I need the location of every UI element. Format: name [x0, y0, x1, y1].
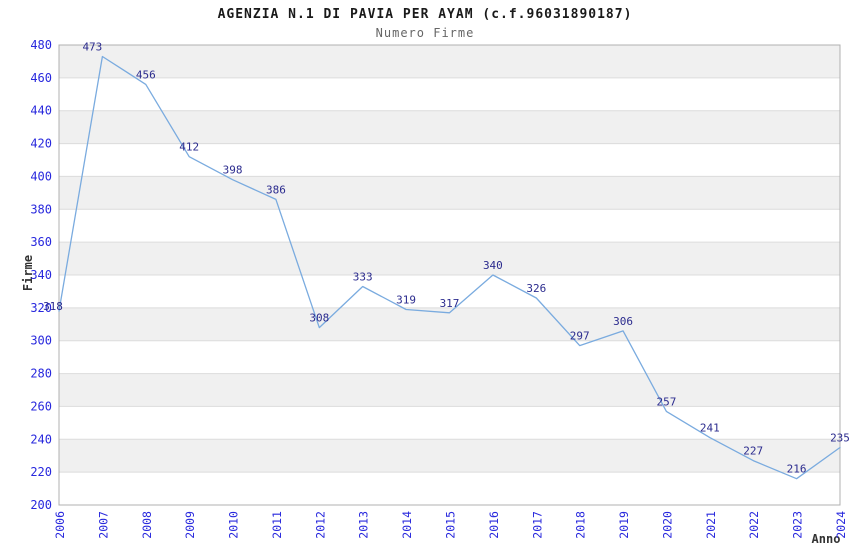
data-point-label: 241	[700, 422, 720, 435]
y-tick-label: 380	[30, 202, 52, 216]
x-tick-label: 2014	[400, 511, 414, 539]
y-tick-label: 440	[30, 104, 52, 118]
y-tick-label: 240	[30, 432, 52, 446]
x-tick-label: 2009	[183, 511, 197, 539]
chart-subtitle: Numero Firme	[375, 26, 475, 40]
data-point-label: 473	[82, 41, 102, 54]
y-tick-label: 300	[30, 334, 52, 348]
x-tick-label: 2008	[140, 511, 154, 539]
data-point-label: 398	[223, 164, 243, 177]
data-point-label: 340	[483, 259, 503, 272]
x-tick-label: 2023	[791, 511, 805, 539]
y-tick-label: 400	[30, 169, 52, 183]
x-tick-label: 2016	[487, 511, 501, 539]
x-tick-label: 2019	[617, 511, 631, 539]
plot-border	[58, 44, 841, 506]
x-axis-title: Anno	[811, 532, 841, 546]
data-point-label: 308	[309, 312, 329, 325]
y-tick-label: 420	[30, 137, 52, 151]
x-tick-label: 2010	[227, 511, 241, 539]
x-tick-label: 2006	[53, 511, 67, 539]
data-point-label: 386	[266, 183, 286, 196]
x-tick-label: 2024	[834, 511, 848, 539]
series-line	[58, 55, 841, 480]
y-tick-label: 320	[30, 301, 52, 315]
x-tick-label: 2007	[96, 511, 110, 539]
data-point-label: 257	[657, 395, 677, 408]
y-tick-label: 200	[30, 498, 52, 512]
x-tick-label: 2012	[313, 511, 327, 539]
x-axis-ticks: 2006 2007 2008 2009 2010 2011 2012 2013 2014 2015…	[53, 511, 848, 539]
data-point-label: 318	[43, 300, 63, 313]
x-tick-label: 2020	[660, 511, 674, 539]
gridlines	[59, 77, 840, 473]
y-tick-label: 480	[30, 38, 52, 52]
x-tick-label: 2021	[704, 511, 718, 539]
x-tick-label: 2013	[357, 511, 371, 539]
data-point-label: 333	[353, 271, 373, 284]
data-point-label: 326	[526, 282, 546, 295]
data-point-label: 297	[570, 330, 590, 343]
data-point-label: 412	[179, 141, 199, 154]
y-tick-label: 360	[30, 235, 52, 249]
x-tick-label: 2017	[530, 511, 544, 539]
y-tick-label: 220	[30, 465, 52, 479]
data-point-label: 235	[830, 432, 850, 445]
y-tick-label: 260	[30, 399, 52, 413]
data-point-label: 227	[743, 445, 763, 458]
x-tick-label: 2011	[270, 511, 284, 539]
x-tick-label: 2022	[747, 511, 761, 539]
y-tick-label: 460	[30, 71, 52, 85]
y-tick-label: 280	[30, 367, 52, 381]
data-labels: 318 473 456 412 398 386 308 333 319 317 340 326 297 3…	[43, 41, 850, 476]
data-point-label: 216	[787, 463, 807, 476]
data-point-label: 319	[396, 294, 416, 307]
data-point-label: 317	[440, 297, 460, 310]
data-point-label: 456	[136, 68, 156, 81]
x-tick-label: 2018	[574, 511, 588, 539]
data-point-label: 306	[613, 315, 633, 328]
x-tick-label: 2015	[444, 511, 458, 539]
y-axis-ticks: 200 220 240 260 280 300 320 340 360 380 400 420 440 4…	[30, 38, 52, 512]
y-tick-label: 340	[30, 268, 52, 282]
chart-title: AGENZIA N.1 DI PAVIA PER AYAM (c.f.96031…	[217, 7, 633, 22]
